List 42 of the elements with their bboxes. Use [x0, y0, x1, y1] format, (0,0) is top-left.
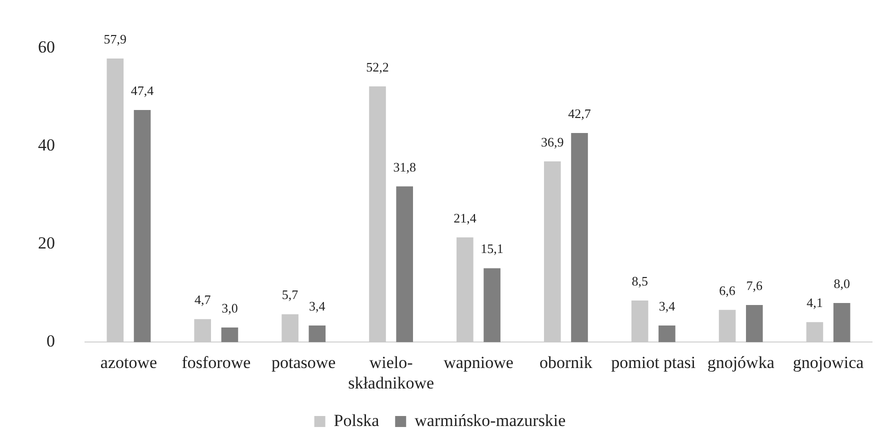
data-label: 42,7	[568, 106, 592, 121]
x-tick-label: wapniowe	[444, 352, 514, 372]
data-label: 15,1	[480, 241, 504, 256]
data-label: 57,9	[104, 31, 127, 46]
bar	[484, 268, 500, 342]
x-tick-label: pomiot ptasi	[611, 352, 696, 372]
data-label: 7,6	[746, 278, 764, 293]
legend-label: warmińsko-mazurskie	[414, 410, 566, 430]
y-tick-label: 40	[38, 136, 55, 155]
x-tick-label: fosforowe	[182, 352, 251, 372]
data-label: 3,4	[309, 298, 326, 314]
y-tick-label: 0	[46, 332, 55, 351]
data-label: 8,0	[834, 276, 850, 291]
data-label: 3,4	[658, 298, 676, 314]
bar	[571, 132, 588, 342]
data-label: 21,4	[454, 210, 477, 226]
x-tick-label: gnojówka	[707, 352, 775, 372]
x-tick-label: wielo- składnikowe	[348, 352, 434, 392]
bar	[396, 186, 414, 342]
data-label: 5,7	[282, 287, 299, 302]
x-tick-label: azotowe	[100, 352, 158, 372]
x-tick-label: gnojowica	[792, 352, 864, 372]
bar	[134, 110, 151, 342]
legend-label: Polska	[334, 410, 380, 430]
bar	[833, 303, 850, 342]
bar	[308, 326, 326, 342]
bar	[221, 328, 238, 342]
data-label: 4,7	[194, 292, 212, 308]
y-tick-label: 60	[38, 38, 55, 57]
data-label: 3,0	[222, 300, 238, 316]
data-label: 8,5	[632, 273, 648, 288]
data-label: 31,8	[393, 159, 416, 174]
data-label: 36,9	[541, 134, 564, 150]
x-tick-label: potasowe	[272, 352, 336, 372]
data-label: 52,2	[366, 59, 389, 74]
bar	[658, 326, 676, 342]
x-tick-label: obornik	[540, 352, 593, 372]
data-label: 6,6	[719, 282, 736, 298]
data-label: 4,1	[806, 295, 823, 310]
bar	[746, 304, 763, 342]
y-tick-label: 20	[38, 234, 55, 253]
data-label: 47,4	[130, 82, 154, 98]
